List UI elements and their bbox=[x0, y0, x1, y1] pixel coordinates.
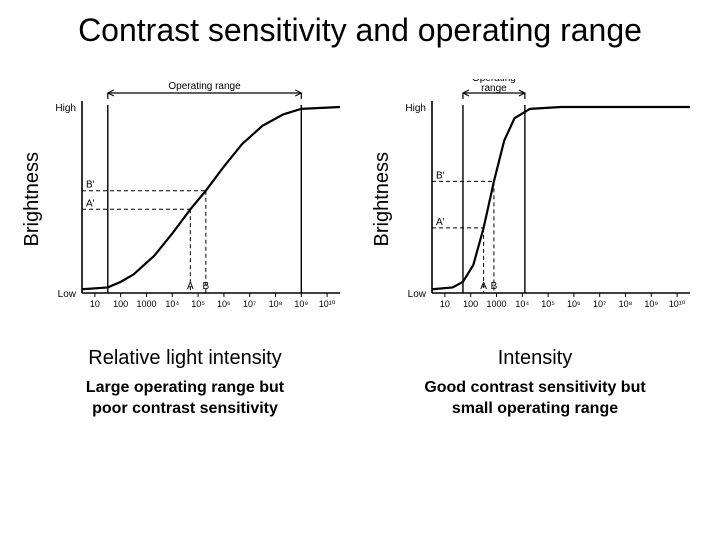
svg-text:10¹⁰: 10¹⁰ bbox=[318, 299, 335, 309]
svg-text:Low: Low bbox=[407, 289, 426, 300]
panels-row: Brightness High Low 10 100 1000 10⁴ 10⁵ 10⁶ 10⁷ 1… bbox=[0, 79, 720, 420]
left-caption-line1: Large operating range but bbox=[86, 379, 284, 396]
svg-text:10⁵: 10⁵ bbox=[541, 299, 555, 309]
svg-text:10⁷: 10⁷ bbox=[243, 299, 256, 309]
svg-text:B: B bbox=[490, 281, 497, 292]
svg-text:A': A' bbox=[436, 217, 445, 228]
right-caption: Good contrast sensitivity but small oper… bbox=[424, 378, 645, 420]
right-ylabel: Brightness bbox=[371, 152, 394, 247]
left-chart-svg: High Low 10 100 1000 10⁴ 10⁵ 10⁶ 10⁷ 10⁸ 10⁹ 10¹⁰ Op… bbox=[50, 79, 350, 319]
svg-text:B': B' bbox=[86, 180, 95, 191]
right-xlabel: Intensity bbox=[498, 347, 572, 370]
svg-text:10⁴: 10⁴ bbox=[515, 299, 529, 309]
svg-text:10⁹: 10⁹ bbox=[294, 299, 308, 309]
svg-text:10⁵: 10⁵ bbox=[191, 299, 205, 309]
svg-text:10⁴: 10⁴ bbox=[165, 299, 179, 309]
svg-text:1000: 1000 bbox=[136, 299, 156, 309]
right-caption-line2: small operating range bbox=[452, 400, 618, 417]
svg-text:10⁶: 10⁶ bbox=[567, 299, 581, 309]
svg-text:10: 10 bbox=[89, 299, 99, 309]
svg-text:B': B' bbox=[436, 170, 445, 181]
right-chart-svg: HighLow10100100010⁴10⁵10⁶10⁷10⁸10⁹10¹⁰Op… bbox=[400, 79, 700, 319]
svg-text:10⁷: 10⁷ bbox=[593, 299, 606, 309]
page-title: Contrast sensitivity and operating range bbox=[0, 0, 720, 49]
svg-text:10⁶: 10⁶ bbox=[217, 299, 231, 309]
svg-text:1000: 1000 bbox=[486, 299, 506, 309]
right-panel: Brightness High Low 10 100 1000 10⁴ 10⁵ 10⁶ 10⁷ 1… bbox=[371, 79, 700, 420]
left-chart-area: Brightness High Low 10 100 1000 10⁴ 10⁵ 10⁶ 10⁷ 1… bbox=[21, 79, 350, 319]
svg-text:Operating range: Operating range bbox=[168, 81, 241, 92]
svg-text:10⁹: 10⁹ bbox=[644, 299, 658, 309]
svg-text:range: range bbox=[481, 83, 507, 94]
svg-text:10: 10 bbox=[439, 299, 449, 309]
svg-text:A': A' bbox=[86, 198, 95, 209]
right-chart-area: Brightness High Low 10 100 1000 10⁴ 10⁵ 10⁶ 10⁷ 1… bbox=[371, 79, 700, 319]
svg-text:A: A bbox=[187, 281, 194, 292]
svg-text:Low: Low bbox=[57, 289, 76, 300]
svg-text:High: High bbox=[55, 103, 76, 114]
left-caption-line2: poor contrast sensitivity bbox=[92, 400, 278, 417]
svg-text:10⁸: 10⁸ bbox=[618, 299, 632, 309]
svg-text:10¹⁰: 10¹⁰ bbox=[668, 299, 685, 309]
svg-text:10⁸: 10⁸ bbox=[268, 299, 282, 309]
left-xlabel: Relative light intensity bbox=[88, 347, 281, 370]
svg-text:100: 100 bbox=[463, 299, 478, 309]
left-panel: Brightness High Low 10 100 1000 10⁴ 10⁵ 10⁶ 10⁷ 1… bbox=[21, 79, 350, 420]
svg-text:A: A bbox=[480, 281, 487, 292]
svg-text:100: 100 bbox=[113, 299, 128, 309]
left-ylabel: Brightness bbox=[21, 152, 44, 247]
svg-text:B: B bbox=[202, 281, 209, 292]
right-caption-line1: Good contrast sensitivity but bbox=[424, 379, 645, 396]
svg-text:High: High bbox=[405, 103, 426, 114]
left-caption: Large operating range but poor contrast … bbox=[86, 378, 284, 420]
